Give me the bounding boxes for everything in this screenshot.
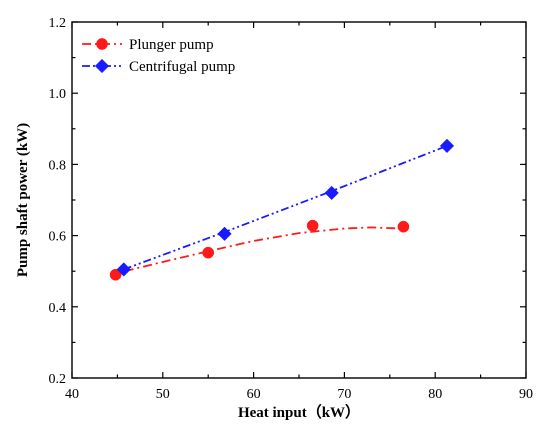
x-tick-label: 80	[428, 387, 442, 402]
y-tick-label: 0.8	[49, 158, 67, 173]
y-tick-label: 1.2	[49, 16, 67, 31]
legend-plunger-label: Plunger pump	[129, 37, 214, 53]
legend-centrifugal-label: Centrifugal pump	[129, 59, 235, 75]
legend: Plunger pump Centrifugal pump	[82, 37, 235, 75]
x-axis-title: Heat input（kW）	[238, 403, 360, 421]
x-tick-label: 90	[519, 387, 533, 402]
y-tick-label: 1.0	[49, 87, 67, 102]
centrifugal-data-point	[217, 226, 232, 241]
y-tick-label: 0.2	[49, 372, 67, 387]
y-tick-label: 0.6	[49, 230, 67, 245]
centrifugal-data-point	[439, 138, 455, 154]
x-tick-label: 50	[156, 387, 170, 402]
y-axis-title: Pump shaft power (kW)	[15, 123, 31, 277]
series-layer	[109, 138, 455, 281]
plunger-data-point	[109, 268, 122, 281]
plot-frame	[71, 21, 527, 379]
plunger-series-line	[124, 226, 399, 273]
x-tick-label: 60	[247, 387, 261, 402]
legend-plunger-marker	[96, 38, 108, 50]
x-tick-label: 70	[337, 387, 351, 402]
plunger-data-point	[306, 219, 319, 232]
centrifugal-data-point	[116, 262, 131, 277]
y-tick-label: 0.4	[49, 301, 67, 316]
plunger-data-point	[202, 246, 215, 259]
plunger-data-point	[397, 220, 410, 233]
centrifugal-series-line	[123, 145, 448, 271]
axes-layer: 40 50 60 70 80 90 0.2 0.4 0.6 0.8 1.0 1.2	[49, 16, 534, 402]
centrifugal-data-point	[324, 185, 339, 201]
legend-centrifugal-marker	[94, 58, 110, 74]
x-tick-label: 40	[65, 387, 79, 402]
